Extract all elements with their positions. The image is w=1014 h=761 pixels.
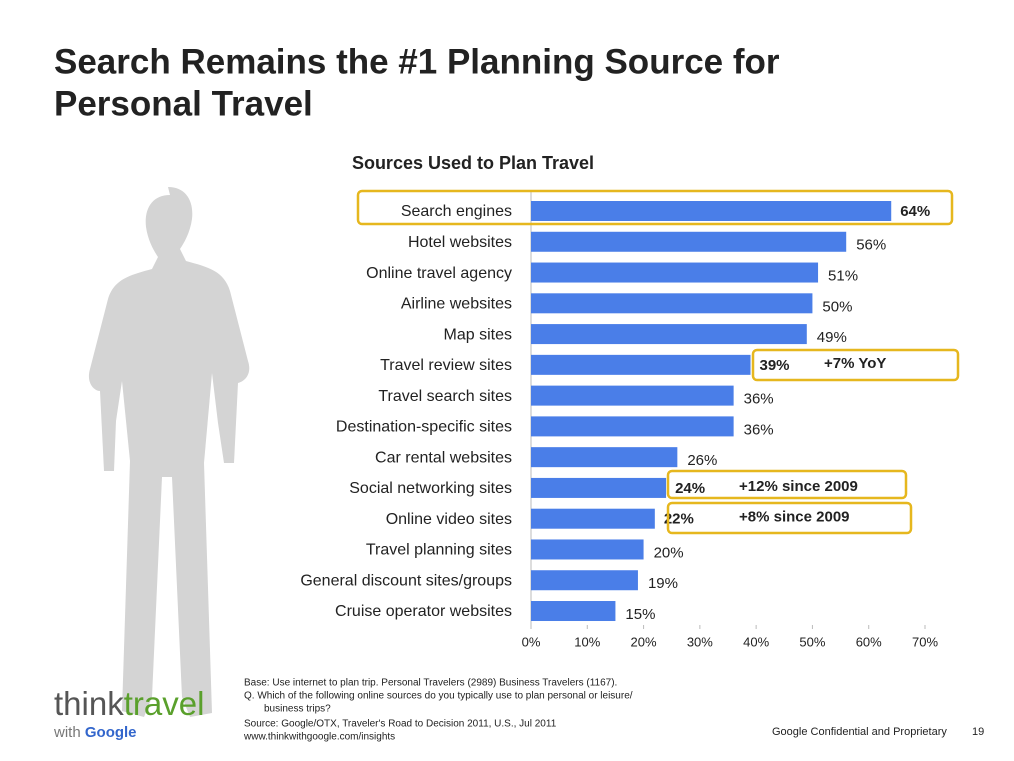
- highlight-box: [751, 348, 960, 382]
- footnote: Q. Which of the following online sources…: [244, 691, 633, 702]
- logo-google: Google: [85, 724, 137, 741]
- y-tick-label: Online travel agency: [366, 265, 512, 282]
- y-tick-label: Cruise operator websites: [335, 603, 512, 620]
- y-tick-label: Map sites: [444, 326, 512, 343]
- value-label: 36%: [744, 421, 774, 438]
- bar: [531, 416, 734, 437]
- value-label: 24%: [675, 480, 705, 497]
- y-tick-label: Search engines: [401, 203, 512, 220]
- value-label: 20%: [654, 544, 684, 561]
- logo-with: with: [53, 724, 81, 741]
- y-tick-label: General discount sites/groups: [300, 572, 512, 589]
- silhouette: [88, 187, 250, 717]
- slide-title: Personal Travel: [54, 84, 313, 123]
- footnote: Source: Google/OTX, Traveler's Road to D…: [244, 719, 557, 730]
- y-tick-label: Hotel websites: [408, 234, 512, 251]
- value-label: 22%: [664, 511, 694, 528]
- x-tick-label: 10%: [574, 634, 600, 649]
- chart-title: Sources Used to Plan Travel: [352, 153, 594, 173]
- annotation: +7% YoY: [824, 355, 886, 372]
- x-tick-label: 0%: [522, 634, 541, 649]
- value-label: 56%: [856, 237, 886, 254]
- bar: [531, 324, 807, 345]
- logo-travel: travel: [124, 685, 205, 722]
- y-tick-label: Travel planning sites: [366, 542, 512, 559]
- bar: [531, 385, 734, 406]
- footnote: business trips?: [264, 704, 331, 715]
- value-label: 26%: [687, 452, 717, 469]
- x-tick-label: 70%: [912, 634, 938, 649]
- value-label: 15%: [625, 606, 655, 623]
- bar: [531, 477, 667, 498]
- value-label: 64%: [900, 203, 930, 220]
- bar: [531, 293, 813, 314]
- value-label: 49%: [817, 329, 847, 346]
- value-label: 50%: [822, 298, 852, 315]
- y-tick-label: Online video sites: [386, 511, 512, 528]
- bar: [531, 601, 616, 622]
- x-tick-label: 50%: [799, 634, 825, 649]
- confidential: Google Confidential and Proprietary: [772, 726, 947, 738]
- bar: [531, 201, 892, 221]
- y-tick-label: Airline websites: [401, 296, 512, 313]
- footnote: Base: Use internet to plan trip. Persona…: [244, 678, 617, 689]
- value-label: 19%: [648, 575, 678, 592]
- x-tick-label: 60%: [856, 634, 882, 649]
- logo-think: think: [54, 685, 124, 722]
- bar: [531, 539, 644, 560]
- x-tick-label: 30%: [687, 634, 713, 649]
- annotation: +12% since 2009: [739, 478, 858, 495]
- y-tick-label: Travel search sites: [378, 388, 512, 405]
- footnote: www.thinkwithgoogle.com/insights: [243, 732, 395, 743]
- highlight-box: [356, 189, 954, 226]
- logo-sub: with Google: [53, 724, 137, 741]
- bar: [531, 508, 655, 529]
- page-number: 19: [972, 726, 984, 738]
- value-label: 36%: [744, 391, 774, 408]
- highlight-box: [666, 501, 913, 535]
- value-label: 51%: [828, 268, 858, 285]
- bar: [531, 447, 678, 468]
- x-tick-label: 40%: [743, 634, 769, 649]
- highlight-box: [666, 469, 908, 500]
- value-label: 39%: [760, 357, 790, 374]
- y-tick-label: Car rental websites: [375, 449, 512, 466]
- annotation: +8% since 2009: [739, 509, 850, 526]
- y-tick-label: Travel review sites: [380, 357, 512, 374]
- bar: [531, 231, 847, 252]
- bar: [531, 354, 751, 375]
- bar: [531, 262, 819, 283]
- slide-title: Search Remains the #1 Planning Source fo…: [54, 42, 780, 81]
- y-tick-label: Social networking sites: [349, 480, 512, 497]
- y-tick-label: Destination-specific sites: [336, 419, 512, 436]
- bar: [531, 570, 638, 591]
- x-tick-label: 20%: [631, 634, 657, 649]
- logo: thinktravel: [54, 685, 204, 722]
